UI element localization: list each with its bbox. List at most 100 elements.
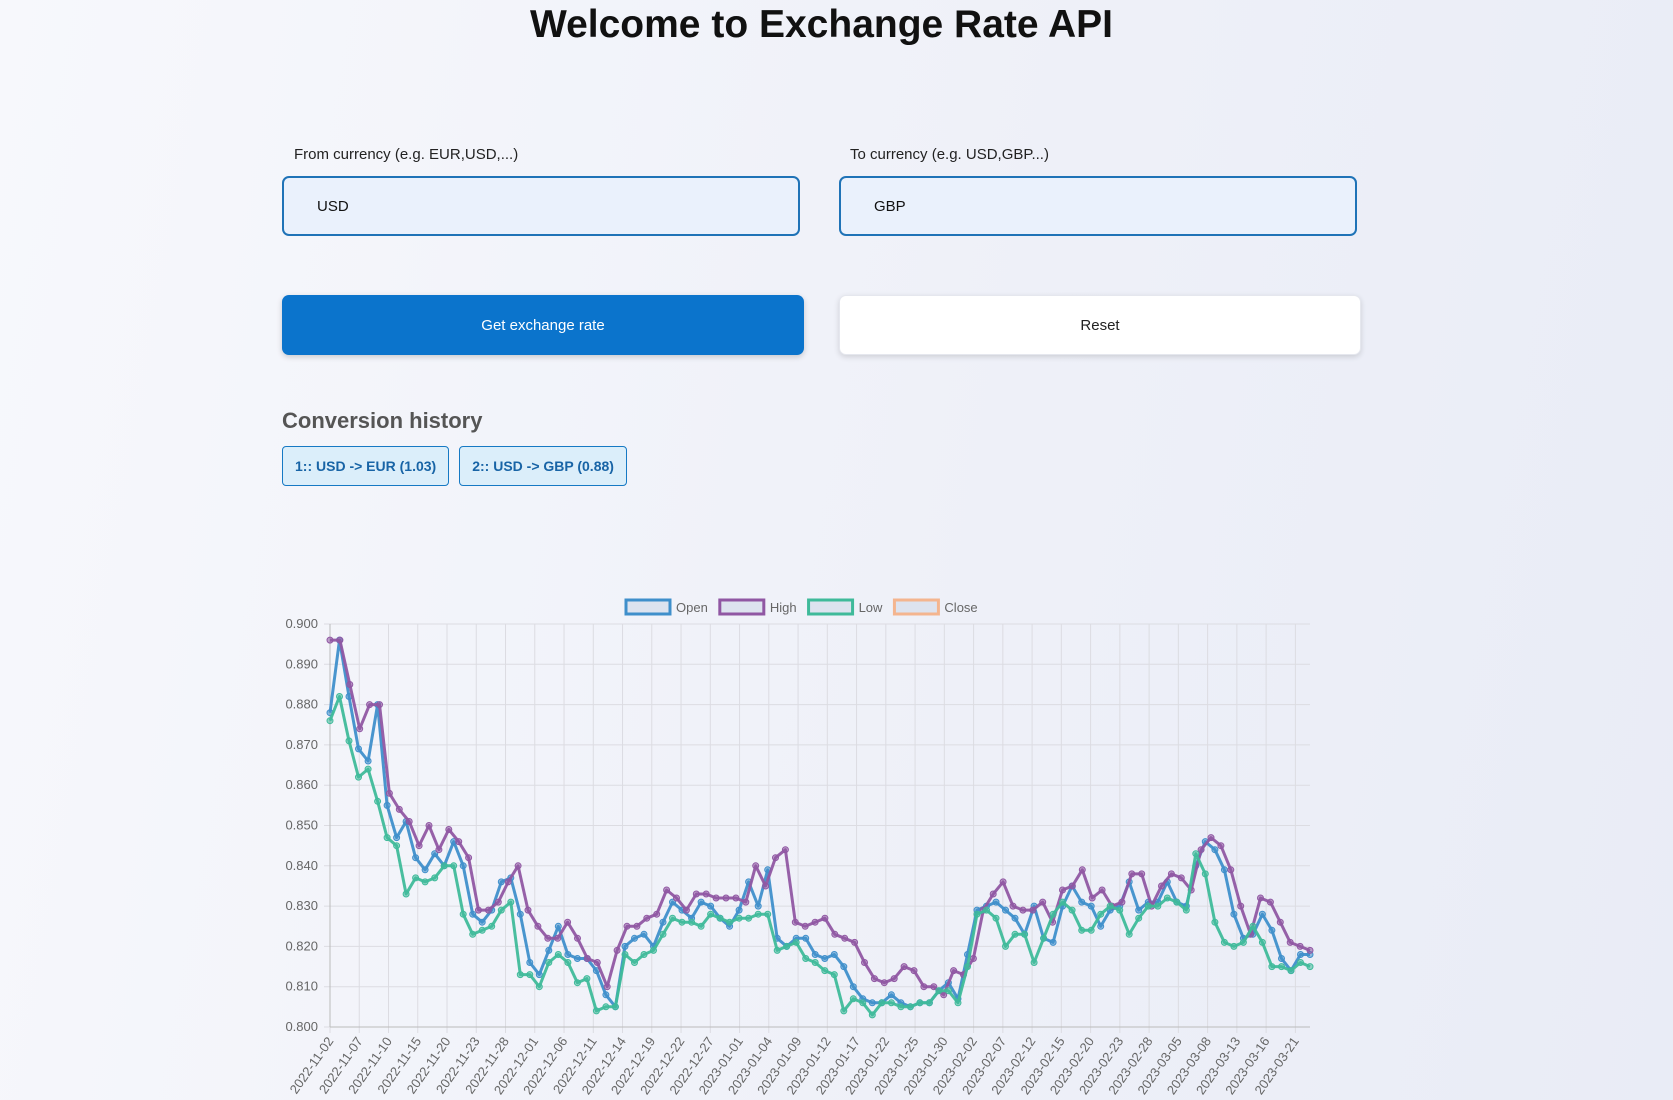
data-point[interactable] xyxy=(631,934,638,942)
data-point[interactable] xyxy=(811,918,819,926)
data-point[interactable] xyxy=(861,959,868,966)
data-point[interactable] xyxy=(880,979,888,987)
data-point[interactable] xyxy=(336,636,344,644)
data-point[interactable] xyxy=(393,834,401,842)
data-point[interactable] xyxy=(906,1003,914,1011)
data-point[interactable] xyxy=(1002,942,1009,950)
data-point[interactable] xyxy=(745,914,753,922)
data-point[interactable] xyxy=(726,918,734,926)
data-point[interactable] xyxy=(524,906,532,914)
data-point[interactable] xyxy=(469,910,477,918)
data-point[interactable] xyxy=(1097,910,1105,918)
data-point[interactable] xyxy=(1173,898,1181,906)
data-point[interactable] xyxy=(1297,951,1304,958)
data-point[interactable] xyxy=(346,681,354,688)
data-point[interactable] xyxy=(762,882,770,890)
data-point[interactable] xyxy=(811,951,819,958)
data-point[interactable] xyxy=(916,999,924,1007)
data-point[interactable] xyxy=(469,930,477,938)
data-point[interactable] xyxy=(1258,910,1266,918)
data-point[interactable] xyxy=(1144,902,1152,910)
data-point[interactable] xyxy=(1220,938,1228,946)
data-point[interactable] xyxy=(659,930,667,938)
data-point[interactable] xyxy=(1078,866,1086,874)
data-point[interactable] xyxy=(653,910,661,918)
data-point[interactable] xyxy=(1296,942,1304,950)
data-point[interactable] xyxy=(385,789,393,797)
get-exchange-rate-button[interactable]: Get exchange rate xyxy=(282,295,804,355)
data-point[interactable] xyxy=(1239,938,1247,946)
data-point[interactable] xyxy=(497,906,505,914)
data-point[interactable] xyxy=(801,922,809,930)
data-point[interactable] xyxy=(900,963,908,971)
data-point[interactable] xyxy=(821,914,829,922)
data-point[interactable] xyxy=(1268,963,1276,971)
data-point[interactable] xyxy=(973,910,981,918)
data-point[interactable] xyxy=(989,890,997,898)
data-point[interactable] xyxy=(445,826,453,833)
data-point[interactable] xyxy=(1106,902,1114,910)
data-point[interactable] xyxy=(583,955,591,962)
data-point[interactable] xyxy=(405,818,413,825)
data-point[interactable] xyxy=(621,951,629,958)
data-point[interactable] xyxy=(395,805,403,813)
data-point[interactable] xyxy=(849,983,857,991)
data-point[interactable] xyxy=(633,922,641,930)
data-point[interactable] xyxy=(1257,894,1264,902)
data-point[interactable] xyxy=(707,910,715,918)
data-point[interactable] xyxy=(887,999,895,1007)
data-point[interactable] xyxy=(355,773,362,781)
data-point[interactable] xyxy=(465,854,473,862)
data-point[interactable] xyxy=(415,842,423,850)
data-point[interactable] xyxy=(440,862,448,870)
data-point[interactable] xyxy=(573,955,581,962)
data-point[interactable] xyxy=(1125,930,1133,938)
data-point[interactable] xyxy=(851,938,859,946)
data-point[interactable] xyxy=(526,971,534,979)
data-point[interactable] xyxy=(969,955,977,962)
data-point[interactable] xyxy=(494,898,502,906)
data-point[interactable] xyxy=(841,934,849,942)
data-point[interactable] xyxy=(516,910,524,918)
data-point[interactable] xyxy=(692,890,700,898)
data-point[interactable] xyxy=(602,1003,610,1011)
data-point[interactable] xyxy=(643,914,651,922)
data-point[interactable] xyxy=(944,987,952,995)
data-point[interactable] xyxy=(507,898,515,906)
data-point[interactable] xyxy=(1287,967,1295,975)
data-point[interactable] xyxy=(840,1007,848,1015)
data-point[interactable] xyxy=(791,918,799,926)
data-point[interactable] xyxy=(1059,898,1067,906)
data-point[interactable] xyxy=(716,914,724,922)
data-point[interactable] xyxy=(1237,902,1245,910)
data-point[interactable] xyxy=(1019,906,1027,914)
data-point[interactable] xyxy=(1197,846,1205,854)
data-point[interactable] xyxy=(742,898,750,906)
data-point[interactable] xyxy=(983,906,990,914)
data-point[interactable] xyxy=(478,926,486,934)
data-point[interactable] xyxy=(535,983,543,991)
data-point[interactable] xyxy=(659,918,667,926)
data-point[interactable] xyxy=(992,914,1000,922)
data-point[interactable] xyxy=(383,834,391,842)
data-point[interactable] xyxy=(1249,922,1257,930)
data-point[interactable] xyxy=(1078,926,1086,934)
data-point[interactable] xyxy=(478,918,486,926)
data-point[interactable] xyxy=(1286,938,1294,946)
data-point[interactable] xyxy=(450,862,458,870)
data-point[interactable] xyxy=(602,991,610,999)
data-point[interactable] xyxy=(554,951,562,958)
data-point[interactable] xyxy=(1049,910,1057,918)
data-point[interactable] xyxy=(1087,902,1095,910)
data-point[interactable] xyxy=(364,765,372,773)
data-point[interactable] xyxy=(1211,846,1219,854)
data-point[interactable] xyxy=(623,922,631,930)
data-point[interactable] xyxy=(1029,906,1037,914)
data-point[interactable] xyxy=(1135,906,1143,914)
data-point[interactable] xyxy=(544,934,552,942)
data-point[interactable] xyxy=(583,975,591,983)
data-point[interactable] xyxy=(772,854,779,862)
data-point[interactable] xyxy=(393,842,401,850)
data-point[interactable] xyxy=(459,910,467,918)
data-point[interactable] xyxy=(1177,874,1185,882)
